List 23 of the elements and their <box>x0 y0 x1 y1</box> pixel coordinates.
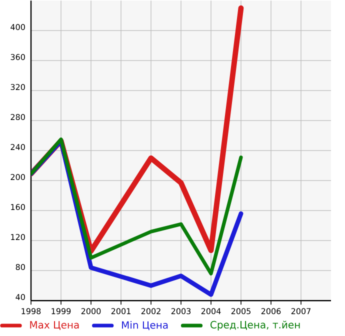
legend-label: Min Цена <box>122 321 168 330</box>
y-tick-label: 400 <box>10 24 25 30</box>
x-tick-label: 2001 <box>111 308 130 314</box>
y-tick-label: 40 <box>16 294 25 300</box>
x-tick-label: 2004 <box>201 308 221 314</box>
x-tick-label: 1998 <box>22 308 41 314</box>
x-tick-label: 2005 <box>231 308 250 314</box>
x-tick-label: 2007 <box>291 308 310 314</box>
legend-label: Max Цена <box>30 321 79 330</box>
y-tick-label: 240 <box>10 144 25 150</box>
x-tick-label: 2002 <box>141 308 160 314</box>
x-tick-label: 1999 <box>52 308 71 314</box>
x-tick-label: 2003 <box>171 308 191 314</box>
y-tick-label: 320 <box>10 84 25 90</box>
x-tick-label: 2006 <box>261 308 281 314</box>
y-tick-label: 200 <box>10 174 25 180</box>
y-tick-label: 360 <box>10 54 25 60</box>
y-tick-label: 280 <box>10 114 25 120</box>
y-tick-label: 120 <box>11 234 25 240</box>
legend-label: Сред.Цена, т.йен <box>210 320 300 331</box>
x-tick-label: 2000 <box>81 308 101 314</box>
y-tick-label: 80 <box>16 264 25 270</box>
y-tick-label: 160 <box>11 204 25 210</box>
